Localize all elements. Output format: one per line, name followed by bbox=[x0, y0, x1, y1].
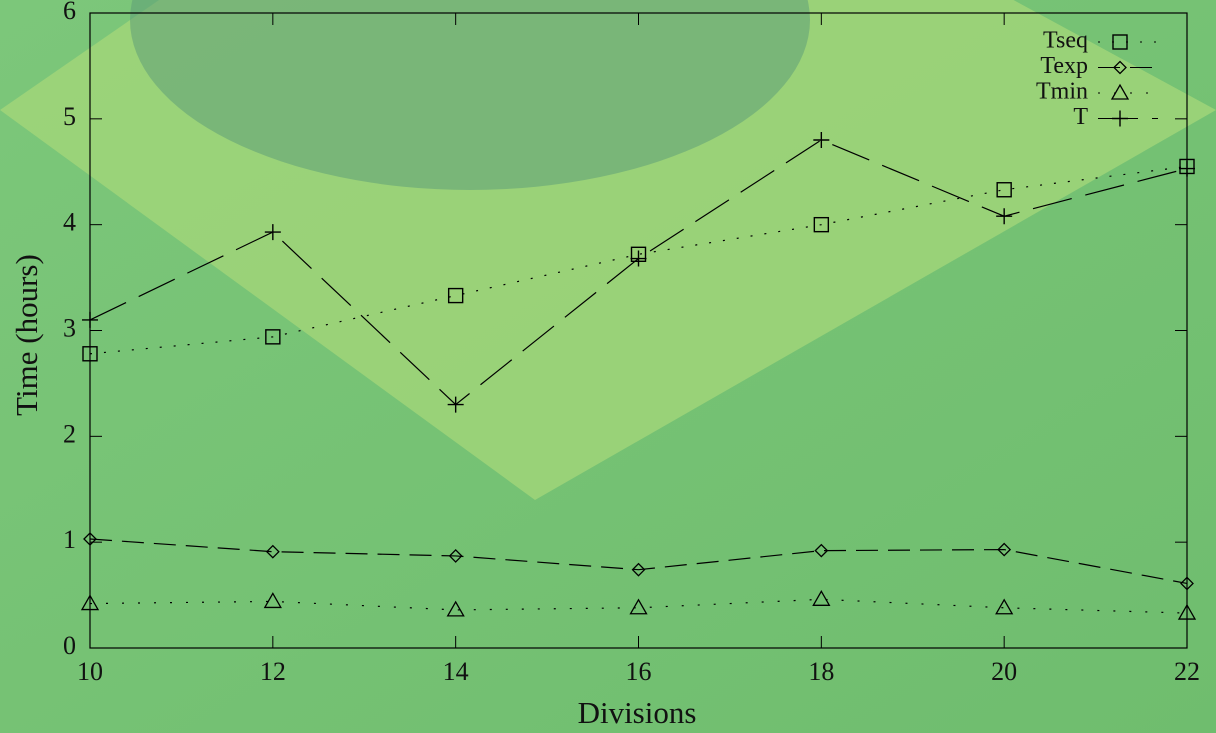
legend-label: T bbox=[1073, 104, 1088, 130]
y-tick-label: 2 bbox=[63, 419, 76, 448]
x-tick-label: 14 bbox=[443, 657, 469, 686]
chart: Divisions Time (hours) 01234561012141618… bbox=[0, 0, 1216, 733]
legend-label: Tmin bbox=[1036, 79, 1088, 105]
y-tick-label: 3 bbox=[63, 313, 76, 342]
x-tick-label: 12 bbox=[260, 657, 286, 686]
x-tick-label: 22 bbox=[1174, 657, 1200, 686]
x-axis-label: Divisions bbox=[578, 695, 697, 730]
y-tick-label: 0 bbox=[63, 631, 76, 660]
x-tick-label: 10 bbox=[77, 657, 103, 686]
y-axis-label: Time (hours) bbox=[9, 254, 44, 416]
y-tick-label: 6 bbox=[63, 0, 76, 25]
y-tick-label: 1 bbox=[63, 525, 76, 554]
legend-label: Texp bbox=[1040, 53, 1088, 79]
legend-label: Tseq bbox=[1043, 28, 1088, 54]
y-tick-label: 4 bbox=[63, 208, 76, 237]
y-tick-label: 5 bbox=[63, 102, 76, 131]
x-tick-label: 16 bbox=[626, 657, 652, 686]
x-tick-label: 18 bbox=[808, 657, 834, 686]
x-tick-label: 20 bbox=[991, 657, 1017, 686]
